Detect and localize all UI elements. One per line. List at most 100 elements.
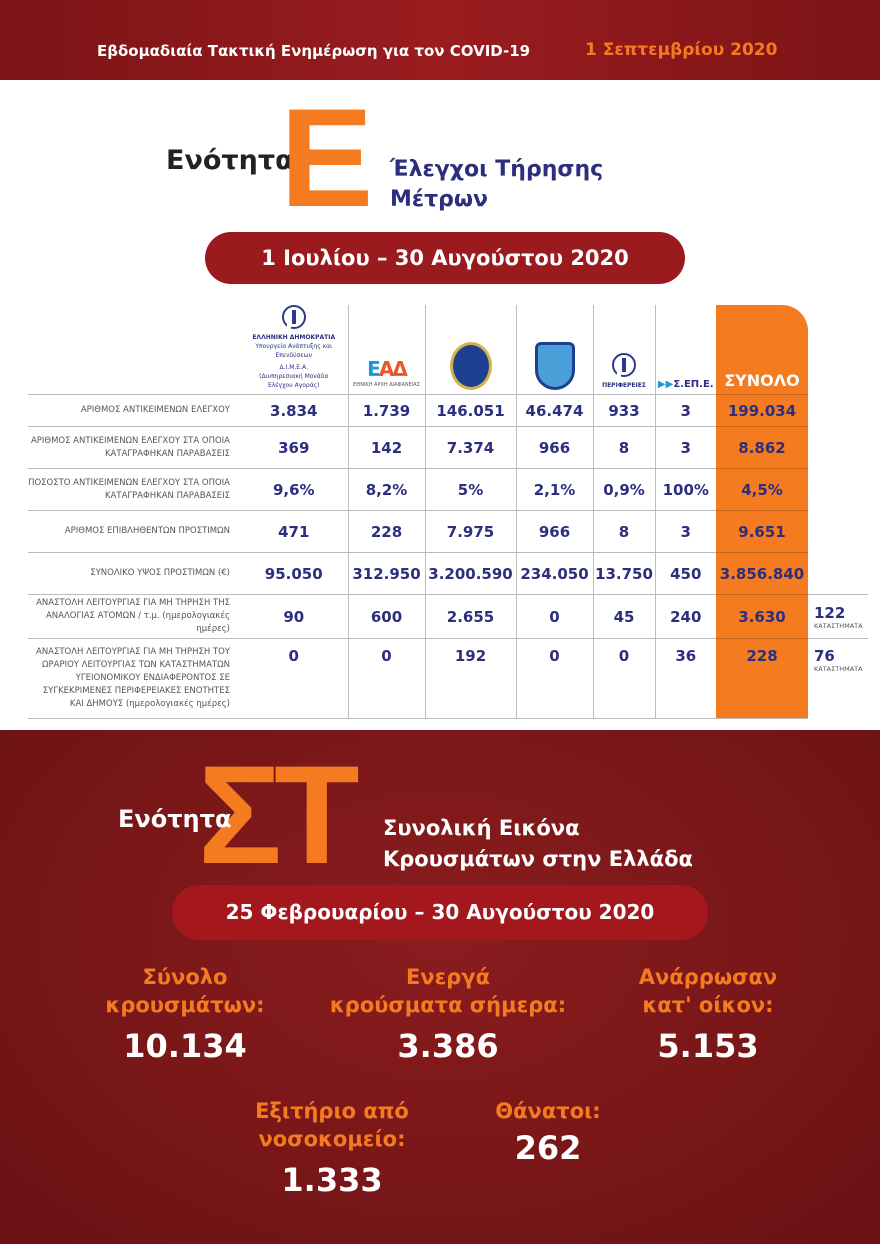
stat-label: νοσοκομείο: bbox=[258, 1127, 406, 1151]
stat-total-cases: Σύνολο κρουσμάτων: 10.134 bbox=[55, 963, 315, 1065]
cell-value: 8,2% bbox=[348, 468, 426, 511]
column-header-sepe: ▶▶Σ.ΕΠ.Ε. bbox=[655, 305, 716, 395]
cell-value: 0 bbox=[516, 638, 594, 719]
stat-value: 1.333 bbox=[281, 1161, 383, 1199]
cell-value: 0,9% bbox=[593, 468, 656, 511]
cell-value: 13.750 bbox=[593, 552, 656, 595]
org-line: Ελέγχου Αγοράς) bbox=[267, 382, 320, 389]
cell-value: 0 bbox=[348, 638, 426, 719]
stat-deaths: Θάνατοι: 262 bbox=[418, 1097, 678, 1167]
cell-total: 4,5% bbox=[716, 468, 808, 511]
cell-value: 5% bbox=[425, 468, 517, 511]
cell-total: 9.651 bbox=[716, 510, 808, 553]
cell-total: 8.862 bbox=[716, 426, 808, 469]
cell-value: 7.975 bbox=[425, 510, 517, 553]
section-e-period: 1 Ιουλίου – 30 Αυγούστου 2020 bbox=[205, 232, 685, 284]
column-header-police bbox=[425, 305, 517, 395]
stat-label: κρούσματα σήμερα: bbox=[329, 993, 567, 1017]
cell-value: 100% bbox=[655, 468, 716, 511]
cell-total: 3.856.840 bbox=[716, 552, 808, 595]
cell-value: 192 bbox=[425, 638, 517, 719]
title-line: Συνολική Εικόνα bbox=[383, 816, 580, 840]
stat-recovered-home: Ανάρρωσαν κατ' οίκον: 5.153 bbox=[578, 963, 838, 1065]
greek-emblem-icon bbox=[281, 305, 306, 329]
cell-value: 3 bbox=[655, 394, 716, 427]
stat-value: 262 bbox=[514, 1129, 582, 1167]
org-line: ΕΛΛΗΝΙΚΗ ΔΗΜΟΚΡΑΤΙΑ bbox=[252, 334, 336, 341]
cell-value: 3.834 bbox=[240, 394, 349, 427]
table-row: ΑΝΑΣΤΟΛΗ ΛΕΙΤΟΥΡΓΙΑΣ ΓΙΑ ΜΗ ΤΗΡΗΣΗ ΤΟΥ Ω… bbox=[28, 638, 868, 719]
cell-value: 8 bbox=[593, 510, 656, 553]
cell-total: 228 bbox=[716, 638, 808, 719]
cell-value: 228 bbox=[348, 510, 426, 553]
cell-value: 46.474 bbox=[516, 394, 594, 427]
cell-value: 3 bbox=[655, 510, 716, 553]
sepe-logo-icon: ▶▶Σ.ΕΠ.Ε. bbox=[657, 379, 714, 390]
header-date: 1 Σεπτεμβρίου 2020 bbox=[585, 40, 778, 60]
cell-value: 0 bbox=[593, 638, 656, 719]
column-header-ead: ΕΑΔ ΕΘΝΙΚΗ ΑΡΧΗ ΔΙΑΦΑΝΕΙΑΣ bbox=[348, 305, 426, 395]
table-row: ΑΡΙΘΜΟΣ ΑΝΤΙΚΕΙΜΕΝΩΝ ΕΛΕΓΧΟΥ 3.834 1.739 14… bbox=[28, 394, 868, 427]
org-line: Υπουργείο Ανάπτυξης και Επενδύσεων bbox=[255, 343, 333, 359]
stat-value: 5.153 bbox=[657, 1027, 759, 1065]
row-note: 122 ΚΑΤΑΣΤΗΜΑΤΑ bbox=[808, 594, 868, 639]
controls-table: ΕΛΛΗΝΙΚΗ ΔΗΜΟΚΡΑΤΙΑ Υπουργείο Ανάπτυξης … bbox=[28, 305, 868, 719]
table-row: ΑΝΑΣΤΟΛΗ ΛΕΙΤΟΥΡΓΙΑΣ ΓΙΑ ΜΗ ΤΗΡΗΣΗ ΤΗΣ Α… bbox=[28, 594, 868, 639]
row-label: ΑΝΑΣΤΟΛΗ ΛΕΙΤΟΥΡΓΙΑΣ ΓΙΑ ΜΗ ΤΗΡΗΣΗ ΤΗΣ Α… bbox=[28, 594, 240, 639]
note-label: ΚΑΤΑΣΤΗΜΑΤΑ bbox=[814, 621, 863, 630]
stat-label: κατ' οίκον: bbox=[642, 993, 774, 1017]
table-header-row: ΕΛΛΗΝΙΚΗ ΔΗΜΟΚΡΑΤΙΑ Υπουργείο Ανάπτυξης … bbox=[28, 305, 868, 395]
cell-value: 240 bbox=[655, 594, 716, 639]
header-bar: Εβδομαδιαία Τακτική Ενημέρωση για τον CO… bbox=[0, 0, 880, 80]
cell-value: 1.739 bbox=[348, 394, 426, 427]
cell-value: 2,1% bbox=[516, 468, 594, 511]
table-row: ΑΡΙΘΜΟΣ ΕΠΙΒΛΗΘΕΝΤΩΝ ΠΡΟΣΤΙΜΩΝ 471 228 7.97… bbox=[28, 510, 868, 553]
cell-value: 369 bbox=[240, 426, 349, 469]
section-e-letter: Ε bbox=[280, 79, 374, 236]
cell-value: 933 bbox=[593, 394, 656, 427]
note-value: 76 bbox=[814, 647, 835, 665]
stat-discharged: Εξιτήριο από νοσοκομείο: 1.333 bbox=[202, 1097, 462, 1199]
column-header-total: ΣΥΝΟΛΟ bbox=[716, 305, 808, 395]
coast-guard-shield-icon bbox=[534, 342, 575, 390]
cell-value: 471 bbox=[240, 510, 349, 553]
cell-value: 146.051 bbox=[425, 394, 517, 427]
cell-value: 0 bbox=[240, 638, 349, 719]
cell-total: 199.034 bbox=[716, 394, 808, 427]
cell-value: 312.950 bbox=[348, 552, 426, 595]
stat-label: Εξιτήριο από bbox=[255, 1099, 409, 1123]
stat-label: Ενεργά bbox=[405, 965, 491, 989]
row-label: ΣΥΝΟΛΙΚΟ ΥΨΟΣ ΠΡΟΣΤΙΜΩΝ (€) bbox=[28, 552, 240, 595]
cell-value: 7.374 bbox=[425, 426, 517, 469]
title-line: Μέτρων bbox=[390, 187, 489, 212]
regions-caption: ΠΕΡΙΦΕΡΕΙΕΣ bbox=[602, 382, 646, 389]
row-label: ΑΡΙΘΜΟΣ ΑΝΤΙΚΕΙΜΕΝΩΝ ΕΛΕΓΧΟΥ ΣΤΑ ΟΠΟΙΑ Κ… bbox=[28, 426, 240, 469]
stat-label: κρουσμάτων: bbox=[105, 993, 265, 1017]
title-line: Κρουσμάτων στην Ελλάδα bbox=[383, 847, 693, 871]
org-line: Δ.Ι.Μ.Ε.Α. bbox=[279, 364, 308, 371]
stat-value: 3.386 bbox=[397, 1027, 499, 1065]
table-row: ΣΥΝΟΛΙΚΟ ΥΨΟΣ ΠΡΟΣΤΙΜΩΝ (€) 95.050 312.950… bbox=[28, 552, 868, 595]
ead-logo-icon: ΕΑΔ bbox=[367, 357, 408, 381]
cell-value: 95.050 bbox=[240, 552, 349, 595]
cell-value: 450 bbox=[655, 552, 716, 595]
stat-label: Ανάρρωσαν bbox=[638, 965, 778, 989]
note-label: ΚΑΤΑΣΤΗΜΑΤΑ bbox=[814, 665, 863, 673]
row-label: ΑΡΙΘΜΟΣ ΕΠΙΒΛΗΘΕΝΤΩΝ ΠΡΟΣΤΙΜΩΝ bbox=[28, 510, 240, 553]
section-st-period: 25 Φεβρουαρίου – 30 Αυγούστου 2020 bbox=[172, 885, 708, 940]
section-e-prefix: Ενότητα bbox=[166, 145, 294, 176]
section-st-prefix: Ενότητα bbox=[118, 805, 232, 833]
cell-value: 966 bbox=[516, 426, 594, 469]
cell-value: 3 bbox=[655, 426, 716, 469]
row-note: 76 ΚΑΤΑΣΤΗΜΑΤΑ bbox=[808, 638, 868, 719]
column-header-regions: ΠΕΡΙΦΕΡΕΙΕΣ bbox=[593, 305, 656, 395]
section-st-letter: ΣΤ bbox=[198, 736, 360, 893]
police-badge-icon bbox=[449, 342, 492, 390]
org-line: (Διυπηρεσιακή Μονάδα bbox=[259, 373, 329, 380]
stat-value: 10.134 bbox=[123, 1027, 247, 1065]
section-e-title: Έλεγχοι Τήρησης Μέτρων bbox=[390, 155, 603, 215]
cell-value: 90 bbox=[240, 594, 349, 639]
column-header-dimea: ΕΛΛΗΝΙΚΗ ΔΗΜΟΚΡΑΤΙΑ Υπουργείο Ανάπτυξης … bbox=[240, 305, 349, 395]
note-value: 122 bbox=[814, 603, 846, 622]
cell-value: 600 bbox=[348, 594, 426, 639]
